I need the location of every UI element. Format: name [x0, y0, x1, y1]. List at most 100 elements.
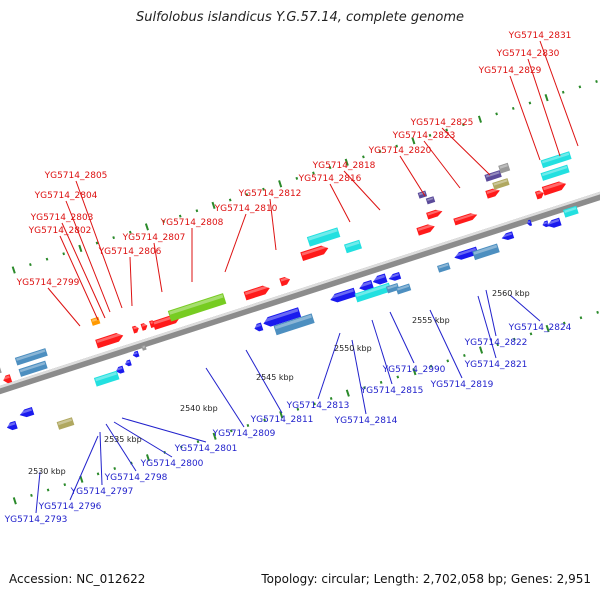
- gene-label-top: YG5714_2805: [44, 171, 108, 181]
- gene-feature: [3, 374, 13, 384]
- gene-shine: [355, 283, 390, 297]
- gene-shine: [564, 206, 577, 213]
- leader-line-bottom: [121, 417, 207, 443]
- gene-feature: [306, 227, 341, 247]
- gene-arrow: [501, 231, 515, 241]
- gene-label-top: YG5714_2818: [312, 161, 376, 171]
- gene-label-bottom: YG5714_2800: [140, 459, 204, 469]
- leader-line-bottom: [35, 471, 41, 514]
- gene-feature: [437, 262, 451, 273]
- gene-feature: [56, 417, 75, 430]
- gene-shine: [57, 418, 72, 426]
- leader-line-top: [329, 183, 351, 223]
- gene-shine: [527, 220, 531, 224]
- tick-mark-upper: [278, 180, 283, 188]
- gene-arrow: [395, 283, 412, 295]
- gene-label-bottom: YG5714_2819: [430, 380, 494, 390]
- tick-mark-upper: [262, 187, 265, 191]
- gene-shine: [542, 221, 548, 225]
- gene-arrow: [385, 283, 400, 294]
- gene-shine: [3, 375, 10, 380]
- tick-mark-lower: [113, 467, 117, 471]
- gene-label-bottom: YG5714_2809: [212, 429, 276, 439]
- gene-arrow: [472, 243, 500, 261]
- gene-feature: [125, 359, 132, 367]
- gene-feature: [140, 323, 148, 331]
- gene-arrow: [388, 272, 402, 281]
- gene-feature: [492, 178, 510, 190]
- gene-arrow: [132, 350, 140, 358]
- gene-feature: [141, 344, 147, 351]
- gene-arrow: [273, 313, 315, 336]
- gene-arrow: [359, 279, 374, 291]
- gene-label-bottom: YG5714_2814: [334, 416, 398, 426]
- gene-label-bottom: YG5714_2821: [464, 360, 528, 370]
- leader-line-top: [399, 155, 426, 197]
- gene-feature: [388, 272, 402, 281]
- gene-shine: [6, 422, 16, 427]
- leader-line-bottom: [509, 294, 541, 322]
- tick-mark-upper: [178, 214, 182, 218]
- gene-shine: [372, 274, 385, 281]
- gene-arrow: [115, 365, 125, 374]
- gene-shine: [417, 223, 434, 231]
- tick-mark-upper: [62, 252, 66, 256]
- scale-label: 2540 kbp: [180, 404, 218, 413]
- gene-feature: [484, 170, 502, 182]
- tick-mark-upper: [395, 144, 399, 148]
- gene-feature: [131, 325, 139, 334]
- gene-feature: [562, 205, 579, 218]
- tick-mark-upper: [362, 155, 365, 159]
- tick-mark-lower: [263, 418, 266, 422]
- map-title: Sulfolobus islandicus Y.G.57.14, complet…: [136, 10, 464, 25]
- gene-label-bottom: YG5714_2990: [382, 365, 446, 375]
- gene-feature: [254, 322, 264, 332]
- tick-mark-upper: [162, 220, 165, 223]
- leader-line-top: [423, 140, 461, 189]
- tick-mark-lower: [212, 432, 217, 440]
- gene-shine: [541, 165, 568, 177]
- gene-label-bottom: YG5714_2813: [286, 401, 350, 411]
- tick-mark-upper: [295, 176, 299, 180]
- gene-arrow: [330, 287, 357, 303]
- tick-mark-upper: [245, 193, 249, 197]
- gene-feature: [330, 287, 357, 303]
- gene-label-top: YG5714_2808: [160, 218, 224, 228]
- gene-shine: [438, 263, 449, 269]
- scale-label: 2550 kbp: [334, 344, 372, 353]
- gene-shine: [486, 187, 499, 194]
- tick-mark-upper: [595, 80, 598, 84]
- gene-arrow: [416, 224, 435, 236]
- gene-arrow: [93, 370, 120, 387]
- gene-shine: [473, 244, 498, 255]
- tick-mark-lower: [446, 359, 450, 363]
- tick-mark-upper: [228, 198, 232, 202]
- tick-mark-lower: [562, 321, 566, 325]
- gene-arrow: [425, 196, 436, 205]
- gene-label-bottom: YG5714_2822: [464, 338, 528, 348]
- gene-label-top: YG5714_2799: [16, 278, 80, 288]
- tick-mark-upper: [95, 241, 99, 245]
- leader-line-top: [75, 180, 123, 309]
- leader-line-bottom: [99, 431, 103, 486]
- tick-mark-lower: [529, 332, 533, 336]
- gene-arrow: [492, 178, 510, 190]
- backbone-highlight: [0, 189, 600, 392]
- gene-arrow: [454, 246, 479, 260]
- tick-mark-lower: [363, 386, 366, 390]
- gene-arrow: [254, 322, 264, 332]
- tick-mark-lower: [96, 472, 100, 476]
- tick-mark-upper: [445, 128, 449, 132]
- gene-shine: [547, 218, 560, 225]
- gene-feature: [372, 273, 388, 285]
- tick-mark-upper: [428, 133, 432, 137]
- gene-label-bottom: YG5714_2811: [250, 415, 314, 425]
- leader-line-bottom: [477, 295, 497, 359]
- gene-feature: [167, 293, 227, 322]
- leader-line-bottom: [245, 349, 283, 414]
- tick-mark-upper: [495, 112, 498, 116]
- gene-arrow: [306, 227, 341, 247]
- accession-text: Accession: NC_012622: [9, 572, 146, 586]
- tick-mark-upper: [78, 244, 83, 253]
- gene-arrow: [547, 217, 562, 228]
